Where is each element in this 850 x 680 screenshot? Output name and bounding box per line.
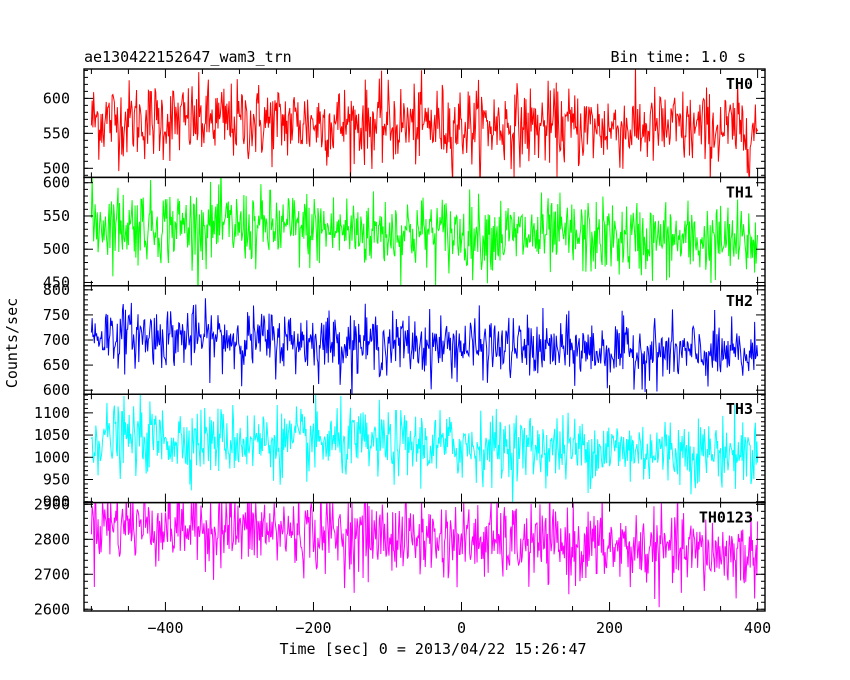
- x-tick-label: −200: [295, 619, 331, 637]
- y-tick-label: 450: [43, 273, 70, 291]
- y-tick-label: 650: [43, 356, 70, 374]
- bin-time-label: Bin time: 1.0 s: [611, 48, 746, 66]
- y-tick-label: 600: [43, 174, 70, 192]
- panel-label: TH3: [726, 400, 753, 418]
- chart-title: ae130422152647_wam3_trn: [84, 48, 292, 66]
- y-tick-label: 800: [43, 281, 70, 299]
- y-tick-label: 1100: [34, 404, 70, 422]
- y-tick-label: 550: [43, 207, 70, 225]
- y-tick-label: 750: [43, 306, 70, 324]
- x-axis: −400 −200 0 200 400: [147, 619, 771, 637]
- panel-th0: 500 550 600 TH0: [43, 68, 766, 179]
- y-tick-label: 550: [43, 124, 70, 142]
- x-tick-label: 0: [457, 619, 466, 637]
- series-line-th2: [90, 298, 759, 395]
- y-tick-label: 700: [43, 331, 70, 349]
- panel-label: TH0: [726, 75, 753, 93]
- series-line-th1: [90, 177, 759, 286]
- series-line-th3: [90, 394, 759, 503]
- y-axis-label: Counts/sec: [3, 298, 21, 388]
- x-tick-label: −400: [147, 619, 183, 637]
- y-tick-label: 1000: [34, 448, 70, 466]
- y-tick-label: 2800: [34, 530, 70, 548]
- series-line-th0123: [90, 502, 759, 608]
- y-tick-label: 500: [43, 159, 70, 177]
- y-tick-label: 900: [43, 493, 70, 511]
- y-tick-label: 2600: [34, 600, 70, 618]
- x-tick-label: 200: [596, 619, 623, 637]
- y-tick-label: 1050: [34, 426, 70, 444]
- y-tick-label: 500: [43, 240, 70, 258]
- panel-th0123: 2600 2700 2800 2900 TH0123: [34, 495, 766, 618]
- panels-group: 500 550 600 TH0 450 500 550 600 TH1 600 650 700 750 8…: [34, 68, 766, 618]
- series-line-th0: [90, 69, 759, 178]
- y-tick-label: 2900: [34, 495, 70, 513]
- x-axis-label: Time [sec] 0 = 2013/04/22 15:26:47: [279, 640, 586, 658]
- panel-label: TH0123: [699, 509, 753, 527]
- x-tick-label: 400: [744, 619, 771, 637]
- y-tick-label: 600: [43, 89, 70, 107]
- panel-th3: 900 950 1000 1050 1100 TH3: [34, 393, 766, 511]
- y-tick-label: 600: [43, 381, 70, 399]
- panel-th1: 450 500 550 600 TH1: [43, 174, 766, 291]
- panel-th2: 600 650 700 750 800 TH2: [43, 281, 766, 399]
- y-tick-label: 950: [43, 470, 70, 488]
- panel-label: TH1: [726, 183, 753, 201]
- y-tick-label: 2700: [34, 565, 70, 583]
- panel-label: TH2: [726, 292, 753, 310]
